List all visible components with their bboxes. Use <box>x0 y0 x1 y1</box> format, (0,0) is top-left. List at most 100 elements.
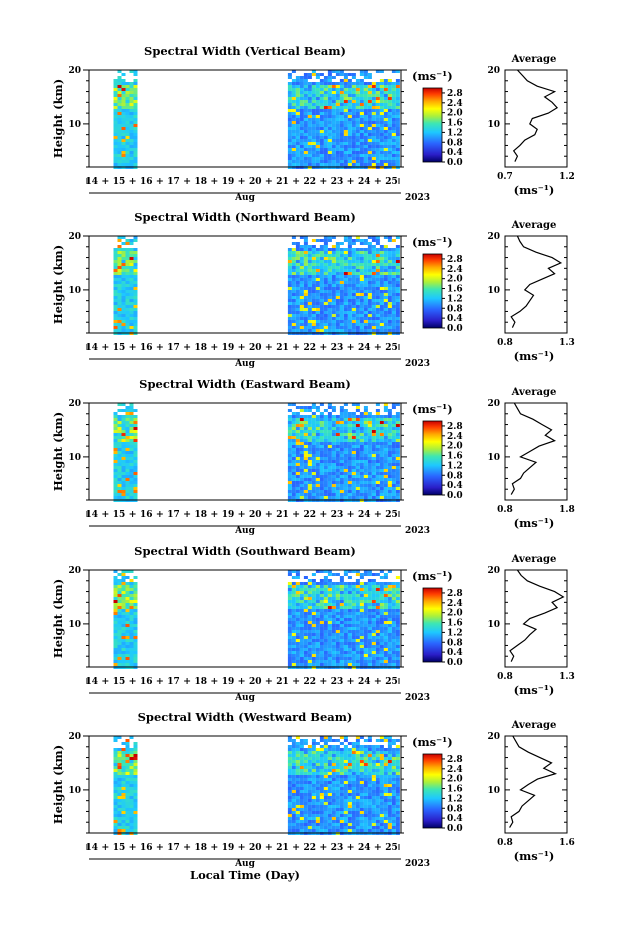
heatmap-cell <box>363 100 368 103</box>
heatmap-cell <box>125 448 130 451</box>
heatmap-cell <box>295 615 300 618</box>
heatmap-cell <box>125 412 130 415</box>
heatmap-cell <box>311 245 316 248</box>
colorbar-tick-label: 1.2 <box>447 628 463 638</box>
heatmap-cell <box>351 272 356 275</box>
heatmap-cell <box>303 487 308 490</box>
heatmap-cell <box>117 466 122 469</box>
heatmap-cell <box>299 591 304 594</box>
heatmap-cell <box>355 320 360 323</box>
heatmap-cell <box>291 121 296 124</box>
heatmap-cell <box>303 287 308 290</box>
heatmap-cell <box>291 311 296 314</box>
heatmap-cell <box>315 326 320 329</box>
heatmap-cell <box>379 654 384 657</box>
heatmap-cell <box>359 130 364 133</box>
heatmap-cell <box>287 814 292 817</box>
heatmap-cell <box>367 296 372 299</box>
heatmap-cell <box>117 642 122 645</box>
heatmap-cell <box>383 121 388 124</box>
heatmap-cell <box>113 826 118 829</box>
heatmap-cell <box>295 257 300 260</box>
heatmap-cell <box>287 278 292 281</box>
heatmap-cell <box>367 272 372 275</box>
heatmap-cell <box>355 317 360 320</box>
heatmap-cell <box>323 445 328 448</box>
heatmap-cell <box>379 326 384 329</box>
heatmap-cell <box>387 436 392 439</box>
heatmap-cell <box>323 654 328 657</box>
heatmap-cell <box>295 248 300 251</box>
heatmap-cell <box>121 118 126 121</box>
heatmap-cell <box>291 639 296 642</box>
heatmap-cell <box>303 157 308 160</box>
heatmap-cell <box>117 296 122 299</box>
heatmap-cell <box>295 787 300 790</box>
heatmap-cell <box>117 651 122 654</box>
heatmap-cell <box>371 633 376 636</box>
heatmap-cell <box>323 433 328 436</box>
heatmap-cell <box>299 97 304 100</box>
heatmap-cell <box>363 645 368 648</box>
heatmap-cell <box>355 600 360 603</box>
heatmap-cell <box>335 621 340 624</box>
heatmap-cell <box>299 163 304 166</box>
heatmap-cell <box>303 427 308 430</box>
heatmap-cell <box>363 418 368 421</box>
heatmap-cell <box>125 106 130 109</box>
heatmap-cell <box>113 263 118 266</box>
heatmap-cell <box>331 460 336 463</box>
heatmap-cell <box>387 493 392 496</box>
heatmap-cell <box>363 585 368 588</box>
heatmap-cell <box>335 463 340 466</box>
heatmap-cell <box>133 248 138 251</box>
heatmap-cell <box>359 648 364 651</box>
heatmap-cell <box>291 263 296 266</box>
heatmap-cell <box>343 263 348 266</box>
heatmap-cell <box>347 103 352 106</box>
heatmap-cell <box>363 654 368 657</box>
heatmap-cell <box>113 439 118 442</box>
heatmap-cell <box>375 263 380 266</box>
heatmap-cell <box>117 421 122 424</box>
heatmap-cell <box>371 136 376 139</box>
heatmap-cell <box>383 251 388 254</box>
heatmap-cell <box>319 427 324 430</box>
heatmap-cell <box>335 112 340 115</box>
heatmap-cell <box>117 323 122 326</box>
heatmap-cell <box>387 154 392 157</box>
heatmap-cell <box>359 160 364 163</box>
heatmap-cell <box>133 421 138 424</box>
heatmap-cell <box>379 314 384 317</box>
heatmap-cell <box>339 109 344 112</box>
heatmap-cell <box>311 457 316 460</box>
heatmap-cell <box>355 142 360 145</box>
heatmap-cell <box>355 573 360 576</box>
heatmap-cell <box>319 633 324 636</box>
heatmap-cell <box>125 591 130 594</box>
heatmap-cell <box>121 136 126 139</box>
heatmap-cell <box>311 85 316 88</box>
heatmap-cell <box>331 293 336 296</box>
heatmap-cell <box>343 621 348 624</box>
heatmap-cell <box>287 76 292 79</box>
heatmap-cell <box>327 639 332 642</box>
heatmap-cell <box>113 112 118 115</box>
heatmap-cell <box>129 118 134 121</box>
heatmap-cell <box>315 406 320 409</box>
heatmap-cell <box>339 439 344 442</box>
heatmap-cell <box>383 311 388 314</box>
heatmap-cell <box>307 100 312 103</box>
heatmap-cell <box>117 133 122 136</box>
heatmap-cell <box>395 445 400 448</box>
heatmap-cell <box>375 242 380 245</box>
heatmap-cell <box>291 475 296 478</box>
heatmap-cell <box>307 660 312 663</box>
heatmap-cell <box>129 85 134 88</box>
heatmap-cell <box>291 308 296 311</box>
heatmap-cell <box>125 308 130 311</box>
heatmap-cell <box>395 266 400 269</box>
heatmap-cell <box>363 490 368 493</box>
heatmap-cell <box>133 769 138 772</box>
